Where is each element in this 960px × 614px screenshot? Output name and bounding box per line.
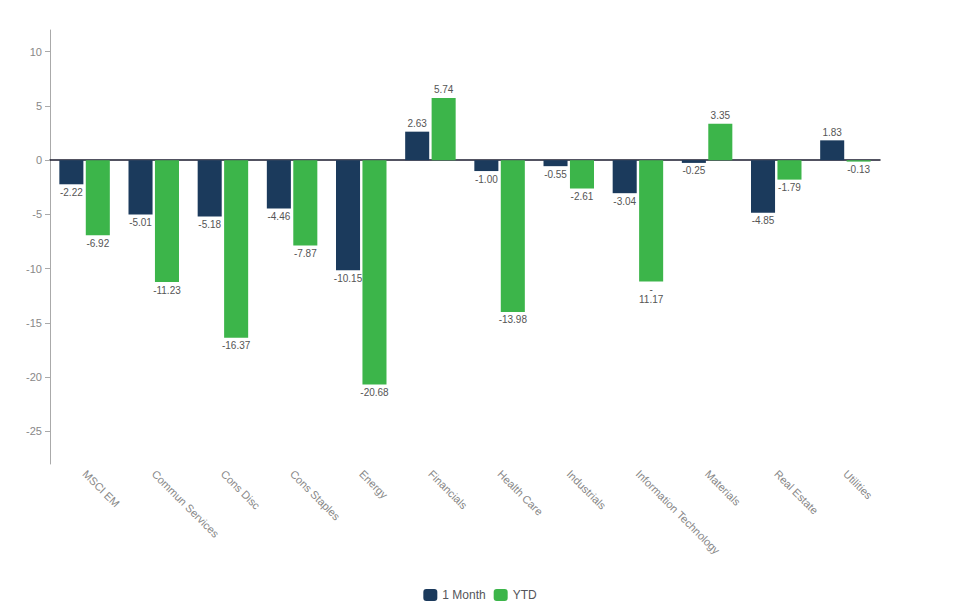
svg-text:Cons Disc: Cons Disc bbox=[219, 468, 263, 512]
svg-text:-4.85: -4.85 bbox=[752, 215, 775, 226]
svg-text:Financials: Financials bbox=[426, 468, 470, 512]
svg-text:-4.46: -4.46 bbox=[267, 211, 290, 222]
svg-text:Commun Services: Commun Services bbox=[150, 468, 222, 540]
svg-text:Energy: Energy bbox=[357, 468, 390, 501]
svg-text:-16.37: -16.37 bbox=[222, 340, 251, 351]
svg-text:Industrials: Industrials bbox=[565, 468, 609, 512]
svg-text:Cons Staples: Cons Staples bbox=[288, 468, 343, 523]
svg-text:-15: -15 bbox=[26, 317, 42, 329]
svg-text:-20.68: -20.68 bbox=[360, 387, 389, 398]
svg-text:MSCI EM: MSCI EM bbox=[80, 468, 122, 510]
svg-text:5.74: 5.74 bbox=[434, 84, 454, 95]
svg-text:Materials: Materials bbox=[703, 468, 743, 508]
svg-text:3.35: 3.35 bbox=[711, 110, 731, 121]
svg-text:-1.79: -1.79 bbox=[778, 182, 801, 193]
svg-text:Real Estate: Real Estate bbox=[772, 468, 821, 517]
svg-text:-13.98: -13.98 bbox=[499, 314, 528, 325]
svg-text:-2.61: -2.61 bbox=[571, 191, 594, 202]
svg-text:-10.15: -10.15 bbox=[334, 273, 363, 284]
svg-text:-3.04: -3.04 bbox=[613, 196, 636, 207]
svg-text:-0.13: -0.13 bbox=[847, 164, 870, 175]
svg-text:10: 10 bbox=[30, 46, 42, 58]
svg-text:11.17: 11.17 bbox=[639, 294, 664, 305]
svg-text:-20: -20 bbox=[26, 371, 42, 383]
svg-text:-0.25: -0.25 bbox=[682, 165, 705, 176]
svg-text:5: 5 bbox=[36, 100, 42, 112]
svg-text:-5.18: -5.18 bbox=[198, 219, 221, 230]
svg-text:0: 0 bbox=[36, 154, 42, 166]
svg-text:YTD: YTD bbox=[513, 588, 537, 602]
svg-text:-6.92: -6.92 bbox=[86, 238, 109, 249]
svg-text:-5.01: -5.01 bbox=[129, 217, 152, 228]
svg-text:Utilities: Utilities bbox=[841, 468, 875, 502]
svg-text:-2.22: -2.22 bbox=[60, 187, 83, 198]
svg-text:Health Care: Health Care bbox=[495, 468, 545, 518]
svg-text:1 Month: 1 Month bbox=[442, 588, 485, 602]
svg-text:1.83: 1.83 bbox=[822, 127, 842, 138]
svg-text:-11.23: -11.23 bbox=[153, 285, 181, 296]
svg-text:-5: -5 bbox=[32, 208, 42, 220]
svg-text:-10: -10 bbox=[26, 263, 42, 275]
svg-text:-7.87: -7.87 bbox=[294, 248, 317, 259]
svg-text:Information Technology: Information Technology bbox=[633, 467, 723, 557]
svg-text:-25: -25 bbox=[26, 425, 42, 437]
svg-text:-1.00: -1.00 bbox=[475, 174, 498, 185]
svg-text:-0.55: -0.55 bbox=[544, 169, 567, 180]
svg-text:2.63: 2.63 bbox=[407, 118, 427, 129]
